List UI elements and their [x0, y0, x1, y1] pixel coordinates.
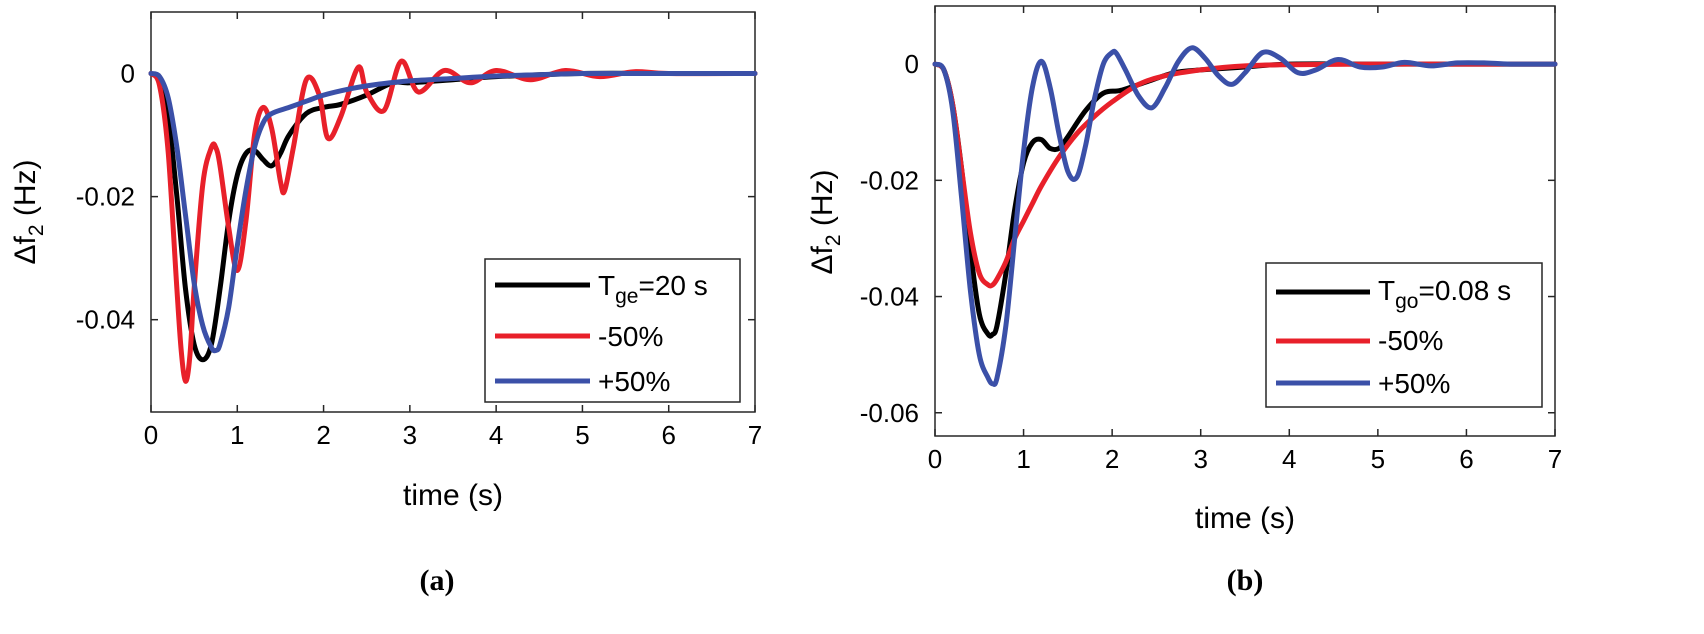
- legend-entry-b-0: Tgo=0.08 s: [1378, 275, 1511, 313]
- x-tick-label-a-6: 6: [661, 420, 675, 450]
- x-axis-label-a: time (s): [403, 479, 503, 512]
- caption-a: (a): [420, 564, 455, 597]
- chart-a: 0 1 2 3 4 5 6 7 0 -0.02 -0.04 time (s) Δf2 (Hz) Tg…: [9, 11, 763, 597]
- x-tick-label-b-4: 4: [1282, 444, 1296, 474]
- x-tick-label-b-7: 7: [1548, 444, 1562, 474]
- x-tick-label-a-3: 3: [403, 420, 417, 450]
- y-tick-label-b-1: -0.02: [860, 165, 919, 195]
- ticks-b: [934, 6, 1556, 436]
- x-tick-label-b-1: 1: [1016, 444, 1030, 474]
- y-axis-label-a: Δf2 (Hz): [9, 159, 48, 264]
- legend-entry-a-2: +50%: [598, 366, 670, 397]
- x-tick-label-a-7: 7: [748, 420, 762, 450]
- chart-b: 0 1 2 3 4 5 6 7 0 -0.02 -0.04 -0.06 time (s) Δf2 (H…: [806, 5, 1563, 597]
- caption-b: (b): [1227, 564, 1264, 597]
- tick-labels-b: 0 1 2 3 4 5 6 7 0 -0.02 -0.04 -0.06: [860, 49, 1563, 474]
- x-tick-label-b-6: 6: [1459, 444, 1473, 474]
- legend-entry-a-0: Tge=20 s: [598, 270, 708, 308]
- series-line-b-2: [932, 45, 1558, 387]
- x-tick-label-b-3: 3: [1193, 444, 1207, 474]
- x-tick-label-b-0: 0: [928, 444, 942, 474]
- legend-entry-a-1: -50%: [598, 321, 663, 352]
- legend-entry-b-2: +50%: [1378, 368, 1450, 399]
- series-line-a-2: [148, 70, 758, 354]
- x-tick-label-b-2: 2: [1105, 444, 1119, 474]
- legend-a: Tge=20 s -50% +50%: [484, 258, 741, 403]
- series-line-b-1: [932, 61, 1558, 289]
- tick-labels-a: 0 1 2 3 4 5 6 7 0 -0.02 -0.04: [76, 59, 763, 450]
- legend-b: Tgo=0.08 s -50% +50%: [1265, 262, 1543, 408]
- y-tick-label-b-3: -0.06: [860, 398, 919, 428]
- x-tick-label-a-5: 5: [575, 420, 589, 450]
- y-tick-label-a-1: -0.02: [76, 182, 135, 212]
- y-tick-label-b-0: 0: [905, 49, 919, 79]
- x-tick-label-a-1: 1: [230, 420, 244, 450]
- x-tick-label-a-2: 2: [316, 420, 330, 450]
- legend-entry-b-1: -50%: [1378, 325, 1443, 356]
- series-lines-a: [148, 58, 758, 384]
- y-axis-label-b: Δf2 (Hz): [806, 169, 845, 274]
- y-tick-label-a-0: 0: [121, 59, 135, 89]
- y-tick-label-a-2: -0.04: [76, 305, 135, 335]
- x-axis-label-b: time (s): [1195, 502, 1295, 535]
- x-tick-label-a-4: 4: [489, 420, 503, 450]
- x-tick-label-a-0: 0: [144, 420, 158, 450]
- y-tick-label-b-2: -0.04: [860, 282, 919, 312]
- series-lines-b: [932, 45, 1558, 387]
- x-tick-label-b-5: 5: [1371, 444, 1385, 474]
